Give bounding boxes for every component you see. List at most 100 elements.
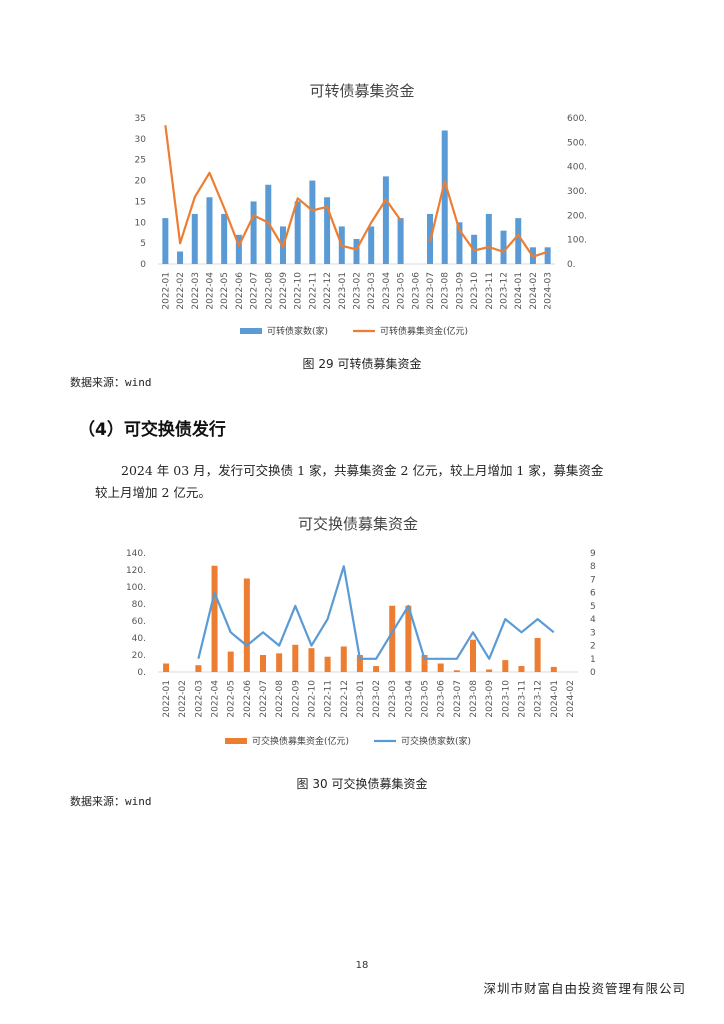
section-heading: （4）可交换债发行 — [78, 420, 226, 440]
x-axis-tick-label: 2024-03 — [544, 272, 554, 310]
bar — [389, 605, 396, 672]
x-axis-tick-label: 2022-05 — [227, 680, 237, 718]
exchangeable-bond-chart: 可交换债募集资金 0. 20. 40. 60. 80. 100. 120. 140. 0 1 2 3 4… — [0, 505, 724, 755]
series-line — [197, 565, 555, 660]
right-axis-tick-label: 3 — [590, 628, 596, 638]
x-axis-tick-label: 2023-12 — [500, 272, 510, 310]
x-axis-tick-label: 2022-07 — [250, 272, 260, 310]
x-axis-tick-label: 2023-07 — [426, 272, 436, 310]
x-axis-tick-label: 2022-06 — [243, 680, 253, 718]
x-axis-tick-label: 2023-08 — [469, 680, 479, 718]
bar — [368, 226, 375, 264]
bar — [453, 670, 460, 672]
x-axis-tick-label: 2023-12 — [534, 680, 544, 718]
x-axis-tick-label: 2023-10 — [501, 680, 511, 718]
bar — [292, 644, 299, 672]
bar — [382, 176, 389, 264]
x-axis-tick-label: 2022-09 — [291, 680, 301, 718]
x-axis-tick-label: 2023-03 — [367, 272, 377, 310]
bar — [177, 251, 184, 264]
x-axis-tick-label: 2022-10 — [307, 680, 317, 718]
bar — [515, 218, 522, 264]
x-axis-tick-label: 2022-03 — [191, 272, 201, 310]
legend-swatch — [225, 738, 247, 744]
x-axis-tick-label: 2022-12 — [323, 272, 333, 310]
bar — [550, 666, 557, 672]
right-axis-tick-label: 8 — [590, 562, 596, 572]
x-axis-tick-label: 2023-09 — [485, 680, 495, 718]
left-axis-tick-label: 40. — [132, 634, 146, 644]
series-line — [428, 180, 548, 258]
x-axis-tick-label: 2023-06 — [411, 272, 421, 310]
left-axis-tick-label: 0. — [137, 668, 146, 678]
x-axis-tick-label: 2022-10 — [294, 272, 304, 310]
bar — [206, 197, 213, 264]
x-axis-tick-label: 2022-11 — [308, 272, 318, 310]
x-axis-tick-label: 2022-03 — [194, 680, 204, 718]
legend-label: 可交换债募集资金(亿元) — [252, 735, 349, 747]
data-source: 数据来源：wind — [70, 795, 152, 808]
x-axis-tick-label: 2023-04 — [382, 272, 392, 310]
x-axis-tick-label: 2023-03 — [388, 680, 398, 718]
x-axis-tick-label: 2023-11 — [485, 272, 495, 310]
x-axis-tick-label: 2024-02 — [566, 680, 576, 718]
bar — [235, 234, 242, 264]
x-axis-tick-label: 2022-02 — [176, 272, 186, 310]
x-axis-tick-label: 2022-09 — [279, 272, 289, 310]
x-axis-tick-label: 2023-05 — [397, 272, 407, 310]
series-line — [164, 125, 402, 251]
bar — [250, 201, 257, 264]
x-axis-tick-label: 2023-10 — [470, 272, 480, 310]
bar — [163, 663, 170, 672]
data-source: 数据来源：wind — [70, 376, 152, 389]
left-axis-tick-label: 10 — [135, 218, 147, 228]
footer-company-name: 深圳市财富自由投资管理有限公司 — [483, 981, 686, 996]
x-axis-tick-label: 2022-06 — [235, 272, 245, 310]
bar — [470, 639, 476, 672]
right-axis-tick-label: 0. — [567, 260, 576, 270]
x-axis-tick-label: 2022-08 — [275, 680, 285, 718]
right-axis-tick-label: 1 — [590, 655, 596, 665]
legend-swatch — [240, 328, 262, 334]
bar — [309, 180, 316, 264]
left-axis-tick-label: 15 — [135, 197, 146, 207]
bar — [260, 655, 266, 672]
right-axis-tick-label: 500. — [567, 138, 587, 148]
figure-caption-29: 图 29 可转债募集资金 — [302, 357, 422, 371]
x-axis-tick-label: 2023-07 — [453, 680, 463, 718]
bar — [502, 660, 509, 672]
bar — [437, 663, 444, 672]
x-axis-tick-label: 2024-01 — [550, 680, 560, 718]
bar — [227, 651, 234, 672]
left-axis-tick-label: 80. — [132, 600, 146, 610]
chart-title: 可转债募集资金 — [309, 82, 414, 100]
left-axis-tick-label: 140. — [126, 549, 146, 559]
right-axis-tick-label: 9 — [590, 549, 596, 559]
figure-caption-30: 图 30 可交换债募集资金 — [296, 777, 428, 791]
chart-title: 可交换债募集资金 — [298, 515, 418, 533]
left-axis-tick-label: 20 — [135, 177, 147, 187]
bar — [294, 201, 301, 264]
bar — [324, 197, 331, 264]
x-axis-tick-label: 2024-02 — [529, 272, 539, 310]
bar — [485, 213, 492, 264]
bar — [308, 648, 315, 672]
bar — [518, 666, 525, 672]
x-axis-tick-label: 2023-09 — [455, 272, 465, 310]
x-axis-tick-label: 2023-01 — [338, 272, 348, 310]
bar — [162, 218, 169, 264]
left-axis-tick-label: 100. — [126, 583, 146, 593]
x-axis-tick-label: 2023-08 — [441, 272, 451, 310]
bar — [421, 655, 428, 672]
bar — [544, 247, 551, 264]
bar — [191, 213, 198, 264]
x-axis-tick-label: 2024-01 — [514, 272, 524, 310]
bar — [324, 656, 331, 672]
right-axis-tick-label: 200. — [567, 211, 587, 221]
x-axis-tick-label: 2023-01 — [356, 680, 366, 718]
bar — [276, 653, 283, 672]
x-axis-tick-label: 2022-02 — [178, 680, 188, 718]
right-axis-tick-label: 7 — [590, 575, 596, 585]
right-axis-tick-label: 5 — [590, 602, 596, 612]
paragraph-line-1: 2024 年 03 月，发行可交换债 1 家，共募集资金 2 亿元，较上月增加 … — [121, 463, 604, 478]
